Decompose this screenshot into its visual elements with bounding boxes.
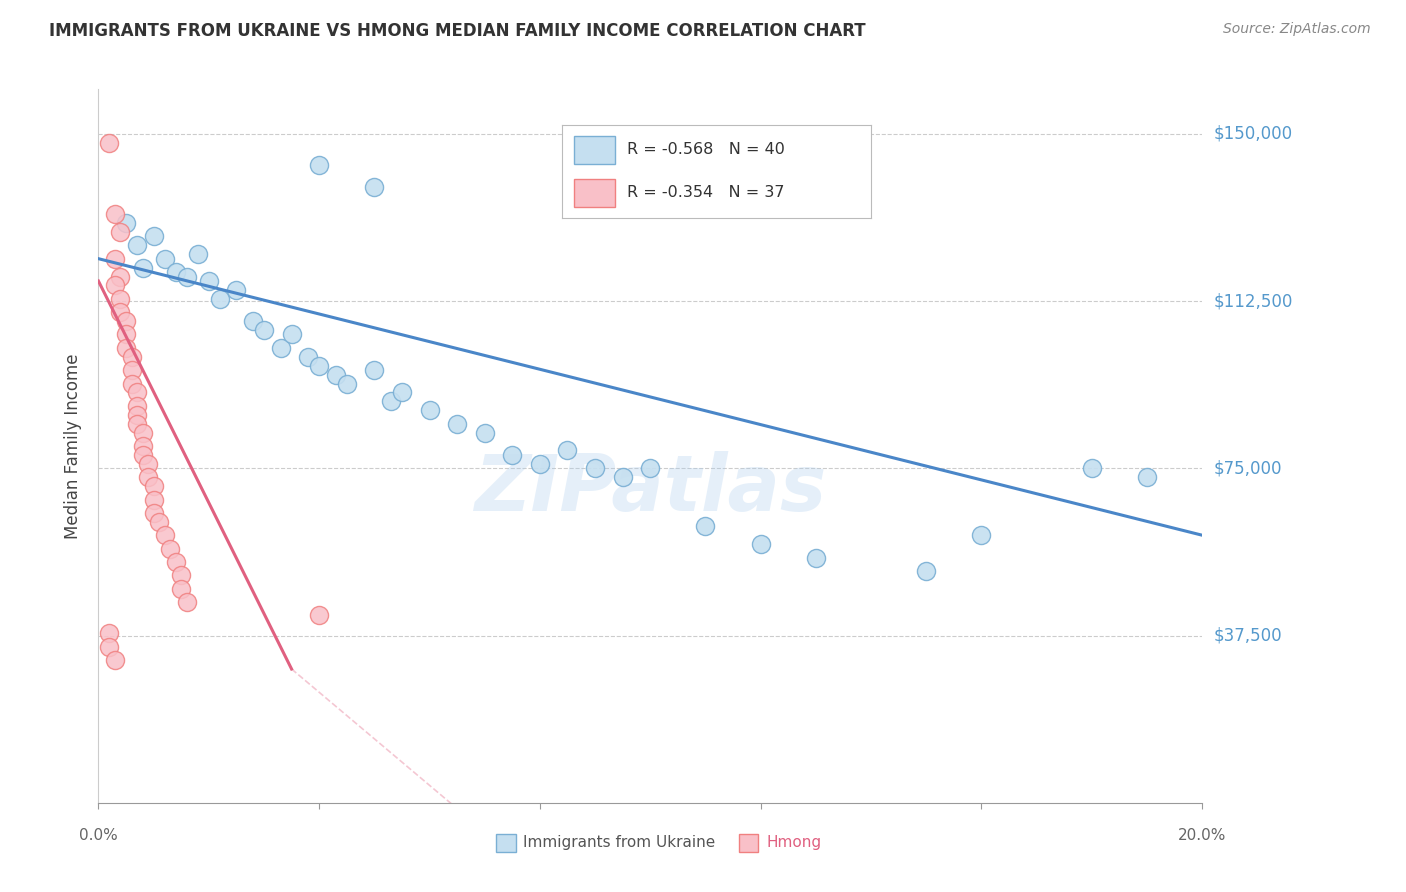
Point xyxy=(325,368,347,382)
Point xyxy=(583,461,606,475)
Point xyxy=(165,555,187,569)
Point xyxy=(308,158,330,172)
Point xyxy=(131,260,153,275)
Point xyxy=(136,457,159,471)
Point xyxy=(270,341,292,355)
Y-axis label: Median Family Income: Median Family Income xyxy=(65,353,83,539)
Point xyxy=(501,448,523,462)
Bar xyxy=(574,178,614,207)
Point xyxy=(557,443,579,458)
Point xyxy=(308,359,330,373)
Point xyxy=(125,399,148,413)
Point xyxy=(131,425,153,440)
Text: $75,000: $75,000 xyxy=(1213,459,1282,477)
Point xyxy=(1136,470,1159,484)
Point xyxy=(153,528,176,542)
Point xyxy=(104,278,127,293)
Point xyxy=(148,515,170,529)
Text: 20.0%: 20.0% xyxy=(1178,828,1226,843)
Point xyxy=(297,350,319,364)
Point xyxy=(170,582,193,596)
Point xyxy=(121,350,143,364)
Point xyxy=(225,283,247,297)
Point xyxy=(131,448,153,462)
Text: IMMIGRANTS FROM UKRAINE VS HMONG MEDIAN FAMILY INCOME CORRELATION CHART: IMMIGRANTS FROM UKRAINE VS HMONG MEDIAN … xyxy=(49,22,866,40)
Point xyxy=(380,394,402,409)
Point xyxy=(529,457,551,471)
Point xyxy=(419,403,441,417)
Point xyxy=(110,269,132,284)
Point xyxy=(363,180,385,194)
Point xyxy=(121,376,143,391)
Point xyxy=(187,247,209,261)
Point xyxy=(110,292,132,306)
Point xyxy=(612,470,634,484)
Point xyxy=(115,314,138,328)
Text: 0.0%: 0.0% xyxy=(79,828,118,843)
Point xyxy=(336,376,359,391)
Point xyxy=(142,506,165,520)
Text: $150,000: $150,000 xyxy=(1213,125,1292,143)
Point xyxy=(110,305,132,319)
Point xyxy=(104,207,127,221)
Text: ZIPatlas: ZIPatlas xyxy=(474,450,827,527)
Point xyxy=(915,564,938,578)
Point xyxy=(121,363,143,377)
Point xyxy=(446,417,468,431)
Point xyxy=(142,229,165,244)
Text: R = -0.568   N = 40: R = -0.568 N = 40 xyxy=(627,143,785,157)
Point xyxy=(142,492,165,507)
Bar xyxy=(574,136,614,164)
Point xyxy=(159,541,181,556)
Point xyxy=(165,265,187,279)
Point xyxy=(363,363,385,377)
Text: Source: ZipAtlas.com: Source: ZipAtlas.com xyxy=(1223,22,1371,37)
Point xyxy=(125,408,148,422)
Point xyxy=(474,425,496,440)
Text: Hmong: Hmong xyxy=(766,835,821,850)
Point xyxy=(125,417,148,431)
Point xyxy=(638,461,661,475)
Point xyxy=(98,136,121,150)
Point xyxy=(176,595,198,609)
Point xyxy=(391,385,413,400)
Point xyxy=(125,238,148,252)
Text: $112,500: $112,500 xyxy=(1213,292,1292,310)
Point xyxy=(1080,461,1102,475)
Point xyxy=(695,519,717,533)
Point xyxy=(970,528,993,542)
Point xyxy=(280,327,302,342)
Point xyxy=(115,327,138,342)
Point xyxy=(153,252,176,266)
Point xyxy=(98,640,121,654)
Point xyxy=(104,252,127,266)
Text: R = -0.354   N = 37: R = -0.354 N = 37 xyxy=(627,186,785,200)
Point xyxy=(308,608,330,623)
Point xyxy=(242,314,264,328)
Point xyxy=(115,216,138,230)
Text: $37,500: $37,500 xyxy=(1213,626,1282,645)
Point xyxy=(253,323,276,337)
Point xyxy=(176,269,198,284)
Point xyxy=(136,470,159,484)
Point xyxy=(110,225,132,239)
Point xyxy=(749,537,772,551)
Point xyxy=(804,550,827,565)
Point xyxy=(98,626,121,640)
Point xyxy=(125,385,148,400)
Point xyxy=(170,568,193,582)
Point xyxy=(197,274,219,288)
Point xyxy=(115,341,138,355)
Text: Immigrants from Ukraine: Immigrants from Ukraine xyxy=(523,835,716,850)
Point xyxy=(104,653,127,667)
Point xyxy=(208,292,231,306)
Point xyxy=(142,479,165,493)
Point xyxy=(131,439,153,453)
